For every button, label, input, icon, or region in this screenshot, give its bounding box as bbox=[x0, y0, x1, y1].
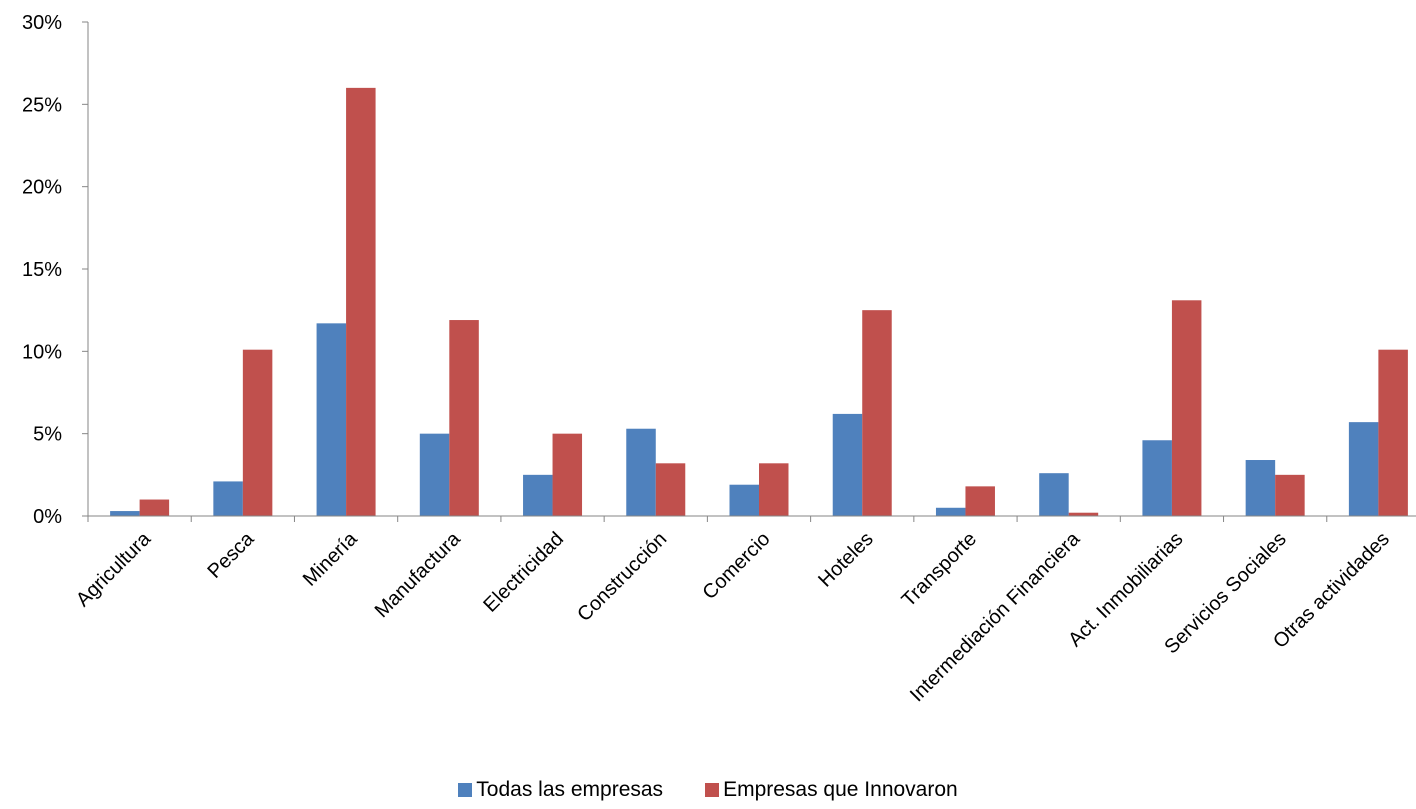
bar-chart: 0% 5% 10% 15% 20% 25% 30% Agricultura Pesca Mine… bbox=[22, 12, 1416, 706]
x-tick-label: Act. Inmobiliarias bbox=[1064, 528, 1187, 651]
bar-series-1-0 bbox=[110, 511, 140, 516]
x-tick-label: Comercio bbox=[698, 528, 774, 604]
legend-label-series-1: Todas las empresas bbox=[476, 778, 664, 801]
bar-series-2-10 bbox=[1171, 300, 1202, 516]
bar-series-2-2 bbox=[346, 87, 376, 516]
x-tick-label: Intermediación Financiera bbox=[906, 527, 1085, 706]
bar-series-2-6 bbox=[759, 463, 789, 516]
y-tick-label: 25% bbox=[22, 94, 62, 116]
bars-group bbox=[110, 87, 1408, 516]
bar-series-2-5 bbox=[655, 463, 686, 516]
bar-series-1-8 bbox=[935, 507, 966, 516]
bar-series-2-8 bbox=[965, 486, 995, 516]
x-tick-label: Otras actividades bbox=[1269, 528, 1394, 653]
y-tick-label: 20% bbox=[22, 177, 62, 199]
legend-label-series-2: Empresas que Innovaron bbox=[723, 778, 958, 801]
x-tick-label: Pesca bbox=[204, 527, 259, 582]
bar-series-2-11 bbox=[1275, 474, 1305, 516]
bar-series-2-9 bbox=[1068, 512, 1099, 516]
axes-group bbox=[87, 22, 1416, 517]
y-tick-label: 5% bbox=[33, 424, 62, 446]
bar-series-1-3 bbox=[419, 433, 450, 516]
bar-series-2-3 bbox=[449, 320, 479, 516]
legend-item-series-1: Todas las empresas bbox=[458, 778, 663, 802]
bar-series-1-11 bbox=[1245, 460, 1276, 516]
x-tick-label: Construcción bbox=[573, 528, 671, 626]
bar-series-2-4 bbox=[552, 433, 583, 516]
x-tick-label: Hoteles bbox=[814, 528, 878, 592]
bar-series-1-4 bbox=[523, 474, 553, 516]
bar-series-2-7 bbox=[862, 310, 892, 516]
bar-series-2-0 bbox=[139, 499, 170, 516]
legend: Todas las empresas Empresas que Innovaro… bbox=[0, 778, 1416, 802]
bar-series-1-12 bbox=[1348, 422, 1379, 516]
legend-item-series-2: Empresas que Innovaron bbox=[705, 778, 958, 802]
bar-series-2-12 bbox=[1378, 349, 1408, 516]
bar-series-2-1 bbox=[242, 349, 273, 516]
bar-series-1-10 bbox=[1142, 440, 1172, 516]
bar-series-1-1 bbox=[213, 481, 243, 516]
x-tick-label: Electricidad bbox=[479, 528, 568, 617]
bar-series-1-9 bbox=[1039, 473, 1069, 516]
legend-swatch-series-1 bbox=[458, 783, 473, 797]
x-tick-label: Manufactura bbox=[371, 527, 466, 622]
legend-swatch-series-2 bbox=[705, 783, 720, 797]
x-axis-ticks: Agricultura Pesca Minería Manufactura Electr… bbox=[72, 516, 1394, 706]
x-tick-label: Minería bbox=[299, 527, 362, 590]
y-axis-ticks: 0% 5% 10% 15% 20% 25% 30% bbox=[22, 12, 88, 528]
bar-series-1-2 bbox=[316, 323, 347, 516]
y-tick-label: 10% bbox=[22, 341, 62, 363]
y-tick-label: 0% bbox=[33, 506, 62, 528]
y-tick-label: 30% bbox=[22, 12, 62, 34]
x-tick-label: Agricultura bbox=[72, 527, 156, 611]
x-tick-label: Transporte bbox=[898, 528, 981, 611]
y-tick-label: 15% bbox=[22, 259, 62, 281]
bar-series-1-7 bbox=[832, 413, 863, 516]
bar-series-1-6 bbox=[729, 484, 759, 516]
bar-series-1-5 bbox=[626, 428, 656, 516]
